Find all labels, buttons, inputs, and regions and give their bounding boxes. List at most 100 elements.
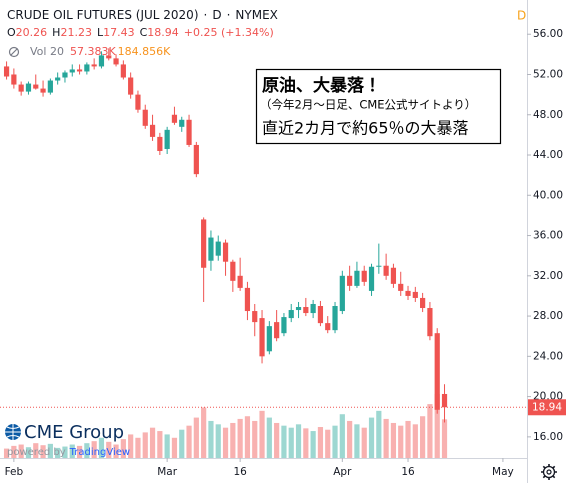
annotation-box — [255, 68, 502, 145]
volume-bar — [69, 444, 75, 458]
icon — [8, 46, 20, 58]
legend-volume-label: Vol 20 — [30, 45, 64, 58]
volume-bar — [288, 427, 294, 458]
candle-body — [325, 323, 331, 331]
volume-bar — [420, 416, 426, 458]
volume-bar — [47, 443, 53, 458]
candle-body — [149, 124, 156, 137]
candle-body — [193, 144, 199, 175]
volume-bar — [332, 425, 338, 458]
volume-bar — [98, 437, 105, 458]
volume-bar — [142, 432, 148, 458]
candle-body — [215, 241, 221, 256]
volume-bar — [390, 422, 397, 458]
legend-volume-row: Vol 20 57.383K 184.856K — [30, 45, 171, 58]
volume-bar — [179, 429, 185, 458]
candle-body — [91, 64, 97, 67]
volume-bar — [40, 445, 46, 458]
candle-body — [230, 261, 236, 281]
volume-bar — [157, 431, 163, 458]
volume-bar — [303, 428, 309, 458]
x-tick-label: 16 — [233, 466, 247, 478]
axis-layer: 16.0020.0024.0028.0032.0036.0040.0044.00… — [5, 28, 566, 478]
candle-body — [420, 297, 426, 309]
legend-exchange: NYMEX — [235, 8, 277, 22]
candle-body — [427, 308, 433, 337]
volume-bar — [171, 437, 178, 458]
volume-bar — [164, 434, 170, 458]
volume-bar — [405, 420, 411, 458]
y-tick-label: 24.00 — [533, 350, 563, 362]
cme-logo[interactable]: CME Group — [5, 422, 124, 443]
volume-bar — [441, 419, 448, 458]
volume-bar — [376, 410, 382, 458]
candle-body — [62, 72, 68, 78]
candle-body — [288, 310, 294, 319]
volume-bar — [11, 445, 17, 458]
legend-ohlc-value: 21.23 — [60, 26, 92, 39]
candle-body — [120, 64, 126, 78]
candle-body — [55, 77, 61, 81]
annotation-summary: 直近2カ月で約65％の大暴落 — [262, 119, 469, 138]
legend-separator: · — [227, 8, 231, 22]
candle-body — [383, 265, 389, 276]
volume-bar — [113, 444, 119, 458]
settings-button[interactable] — [541, 464, 557, 480]
last-price-badge — [528, 399, 566, 416]
candle-body — [128, 77, 134, 95]
volume-bar — [383, 418, 389, 458]
candle-body — [339, 275, 345, 312]
legend-ohlc-key: C — [140, 26, 148, 39]
volume-bar — [434, 394, 440, 458]
y-tick-label: 44.00 — [533, 149, 563, 161]
visibility-icon[interactable] — [8, 46, 20, 58]
volume-bar — [76, 445, 83, 458]
candle-body — [106, 55, 112, 59]
candle-body — [237, 275, 243, 288]
candle-body — [317, 306, 324, 324]
volume-bar — [398, 425, 404, 458]
candle-body — [368, 266, 375, 291]
candle-body — [347, 275, 353, 286]
volume-bar — [295, 424, 302, 458]
legend-title-row: CRUDE OIL FUTURES (JUL 2020) · D · NYMEX — [7, 8, 278, 22]
candle-body — [222, 242, 229, 262]
candle-body — [412, 291, 418, 298]
powered-by-text: powered by — [7, 447, 66, 458]
legend-ohlc-key: L — [97, 26, 104, 39]
candle-body — [25, 83, 32, 92]
y-tick-label: 16.00 — [533, 431, 563, 443]
volume-layer — [3, 394, 448, 458]
volume-bar — [412, 424, 418, 458]
legend-change: +0.25 (+1.34%) — [184, 26, 274, 39]
legend-volume-average: 184.856K — [118, 45, 171, 58]
legend-ohlc-key: O — [7, 26, 16, 39]
logo-brand: CME Group — [24, 422, 124, 443]
volume-bar — [317, 427, 324, 458]
candle-body — [332, 306, 338, 331]
legend-separator: · — [204, 8, 208, 22]
volume-bar — [91, 441, 97, 458]
legend-interval: D — [212, 8, 221, 22]
volume-bar — [84, 443, 90, 458]
volume-bar — [361, 427, 367, 458]
y-tick-label: 48.00 — [533, 109, 563, 121]
volume-bar — [237, 418, 243, 458]
volume-bar — [149, 427, 156, 458]
x-tick-label: 16 — [401, 466, 415, 478]
legend-ohlc-row: O20.26 H21.23 L17.43 C18.94 +0.25 (+1.34%) — [7, 26, 274, 39]
volume-bar — [106, 441, 112, 458]
candle-body — [40, 88, 46, 93]
volume-bar — [62, 446, 68, 458]
gear-teeth — [541, 464, 557, 480]
candle-body — [164, 129, 170, 149]
candle-body — [390, 267, 397, 284]
volume-bar — [128, 434, 134, 458]
candle-body — [244, 287, 251, 312]
platform-name: TradingView — [69, 447, 130, 458]
candle-body — [47, 80, 53, 93]
volume-bar — [244, 416, 251, 458]
candle-body — [171, 114, 178, 123]
volume-bar — [208, 420, 214, 458]
candle-body — [113, 58, 119, 65]
